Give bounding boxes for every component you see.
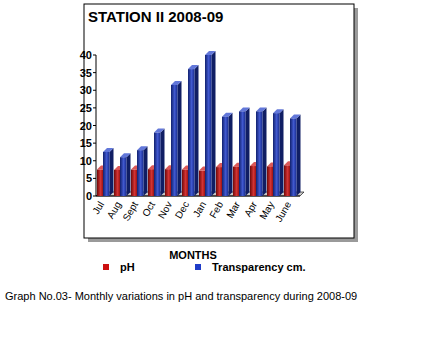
legend-swatch: [195, 264, 201, 270]
x-tick-label: Feb: [207, 199, 225, 220]
bar: [199, 171, 206, 196]
bar-side: [229, 113, 233, 196]
bar-top: [205, 51, 216, 55]
bar: [182, 170, 189, 196]
bar-top: [154, 129, 165, 133]
bar-side: [212, 51, 216, 196]
bar: [273, 113, 280, 196]
bar: [239, 111, 246, 196]
bar-top: [290, 114, 301, 118]
y-tick: [93, 55, 96, 56]
y-tick-label: 0: [86, 190, 92, 202]
y-tick: [93, 90, 96, 91]
bar-side: [144, 146, 148, 196]
bar: [205, 55, 212, 196]
title: STATION II 2008-09: [88, 8, 223, 25]
bar-top: [273, 109, 284, 113]
bar: [148, 169, 155, 196]
y-tick-label: 15: [80, 137, 92, 149]
x-tick-label: Jul: [90, 200, 106, 217]
frame: [84, 4, 354, 238]
bar: [267, 166, 274, 196]
y-tick-label: 40: [80, 49, 92, 61]
legend-label: Transparency cm.: [212, 261, 306, 273]
y-tick-label: 30: [80, 84, 92, 96]
bar: [154, 133, 161, 196]
y-tick: [93, 160, 96, 161]
bar-side: [246, 107, 250, 196]
bar: [256, 111, 263, 196]
y-tick: [93, 107, 96, 108]
bar: [171, 85, 178, 196]
bar: [137, 150, 144, 196]
y-tick: [93, 178, 96, 179]
legend-label: pH: [120, 261, 135, 273]
bar: [284, 165, 291, 196]
bar: [216, 167, 223, 196]
bar: [120, 157, 127, 196]
x-tick-label: June: [273, 199, 294, 224]
bar-top: [188, 65, 199, 69]
bars: [97, 51, 301, 196]
y-tick-label: 10: [80, 155, 92, 167]
bar: [114, 170, 121, 196]
bar-side: [161, 129, 165, 196]
y-tick: [93, 196, 96, 197]
bar: [290, 118, 297, 196]
chart-svg: STATION II 2008-090510152025303540JulAug…: [0, 0, 428, 338]
bar: [165, 169, 172, 196]
legend-swatch: [103, 264, 109, 270]
bar-top: [171, 81, 182, 85]
bar-top: [137, 146, 148, 150]
y-tick-label: 20: [80, 120, 92, 132]
x-tick-label: Jan: [191, 200, 209, 219]
bar-side: [297, 114, 301, 196]
bar-top: [103, 148, 114, 152]
bar: [188, 69, 195, 196]
bar: [250, 166, 257, 196]
x-tick-label: Dec: [173, 200, 191, 221]
bar-top: [239, 107, 250, 111]
x-tick-label: Oct: [140, 199, 157, 218]
bar-side: [110, 148, 114, 196]
x-tick-label: Mar: [224, 199, 242, 220]
bar: [131, 170, 138, 196]
bar-top: [256, 107, 267, 111]
caption: Graph No.03- Monthly variations in pH an…: [5, 289, 415, 303]
x-tick-label: Nov: [156, 200, 174, 221]
x-axis-label: MONTHS: [169, 249, 217, 261]
y-tick: [93, 143, 96, 144]
y-tick-label: 25: [80, 102, 92, 114]
bar-top: [222, 113, 233, 117]
x-tick-label: Sept: [120, 199, 140, 223]
bar-side: [127, 153, 131, 196]
y-tick: [93, 72, 96, 73]
y-tick-label: 35: [80, 67, 92, 79]
bar: [103, 152, 110, 196]
bar-side: [195, 65, 199, 196]
bar: [222, 117, 229, 196]
bar-side: [263, 107, 267, 196]
y-tick: [93, 125, 96, 126]
bar-side: [178, 81, 182, 196]
bar-top: [120, 153, 131, 157]
y-tick-label: 5: [86, 172, 92, 184]
bar: [97, 170, 104, 196]
bar: [233, 167, 240, 196]
bar-side: [280, 109, 284, 196]
